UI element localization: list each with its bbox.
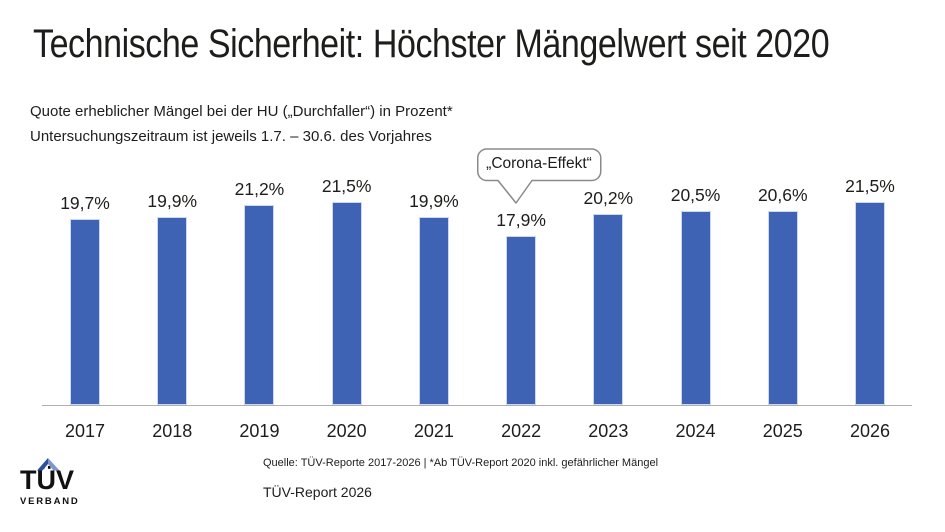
bar-value-label: 21,5% (845, 176, 895, 196)
callout-label: „Corona-Effekt“ (486, 155, 592, 172)
bar-2018 (157, 217, 188, 405)
bar-value-label: 19,9% (147, 191, 198, 211)
logo-text-verband: VERBAND (20, 496, 80, 507)
bar-2019 (244, 205, 275, 405)
x-axis-label: 2023 (588, 421, 629, 441)
tuv-verband-logo: TÜV VERBAND (20, 458, 90, 507)
bar-value-label: 19,7% (60, 193, 110, 213)
report-name-text: TÜV-Report 2026 (263, 484, 372, 500)
tuv-chevron-icon (37, 458, 60, 471)
x-axis-label: 2024 (675, 421, 716, 441)
bar-value-label: 21,5% (321, 176, 372, 196)
bar-2022 (506, 236, 537, 405)
bar-value-label: 20,6% (757, 185, 808, 205)
x-axis-line (42, 405, 912, 406)
x-axis-label: 2017 (64, 421, 106, 441)
bar-value-label: 20,5% (670, 185, 721, 205)
logo-text-tuv: TÜV (20, 465, 74, 495)
bar-value-label: 20,2% (583, 188, 634, 208)
chart-subtitle-period: Untersuchungszeitraum ist jeweils 1.7. –… (30, 128, 432, 145)
bar-2023 (593, 214, 624, 405)
x-axis-label: 2020 (326, 421, 367, 441)
source-text: Quelle: TÜV-Reporte 2017-2026 | *Ab TÜV-… (263, 457, 659, 469)
x-axis-label: 2021 (413, 421, 454, 441)
x-axis-label: 2025 (762, 421, 803, 441)
bar-2017 (70, 219, 100, 405)
bar-value-label: 19,9% (409, 191, 459, 211)
x-axis-label: 2019 (239, 421, 280, 441)
page-title: Technische Sicherheit: Höchster Mängelwe… (33, 22, 830, 66)
bar-value-label: 21,2% (234, 179, 285, 199)
x-axis-label: 2018 (152, 421, 193, 441)
bar-2025 (767, 211, 798, 405)
chart-subtitle-metric: Quote erheblicher Mängel bei der HU („Du… (30, 103, 453, 120)
bar-2026 (854, 202, 885, 405)
bar-2020 (331, 202, 362, 405)
x-axis-label: 2022 (501, 421, 542, 441)
bar-2024 (680, 211, 711, 405)
bar-2021 (418, 217, 449, 405)
bar-value-label: 17,9% (496, 210, 546, 230)
x-axis-label: 2026 (849, 421, 890, 441)
